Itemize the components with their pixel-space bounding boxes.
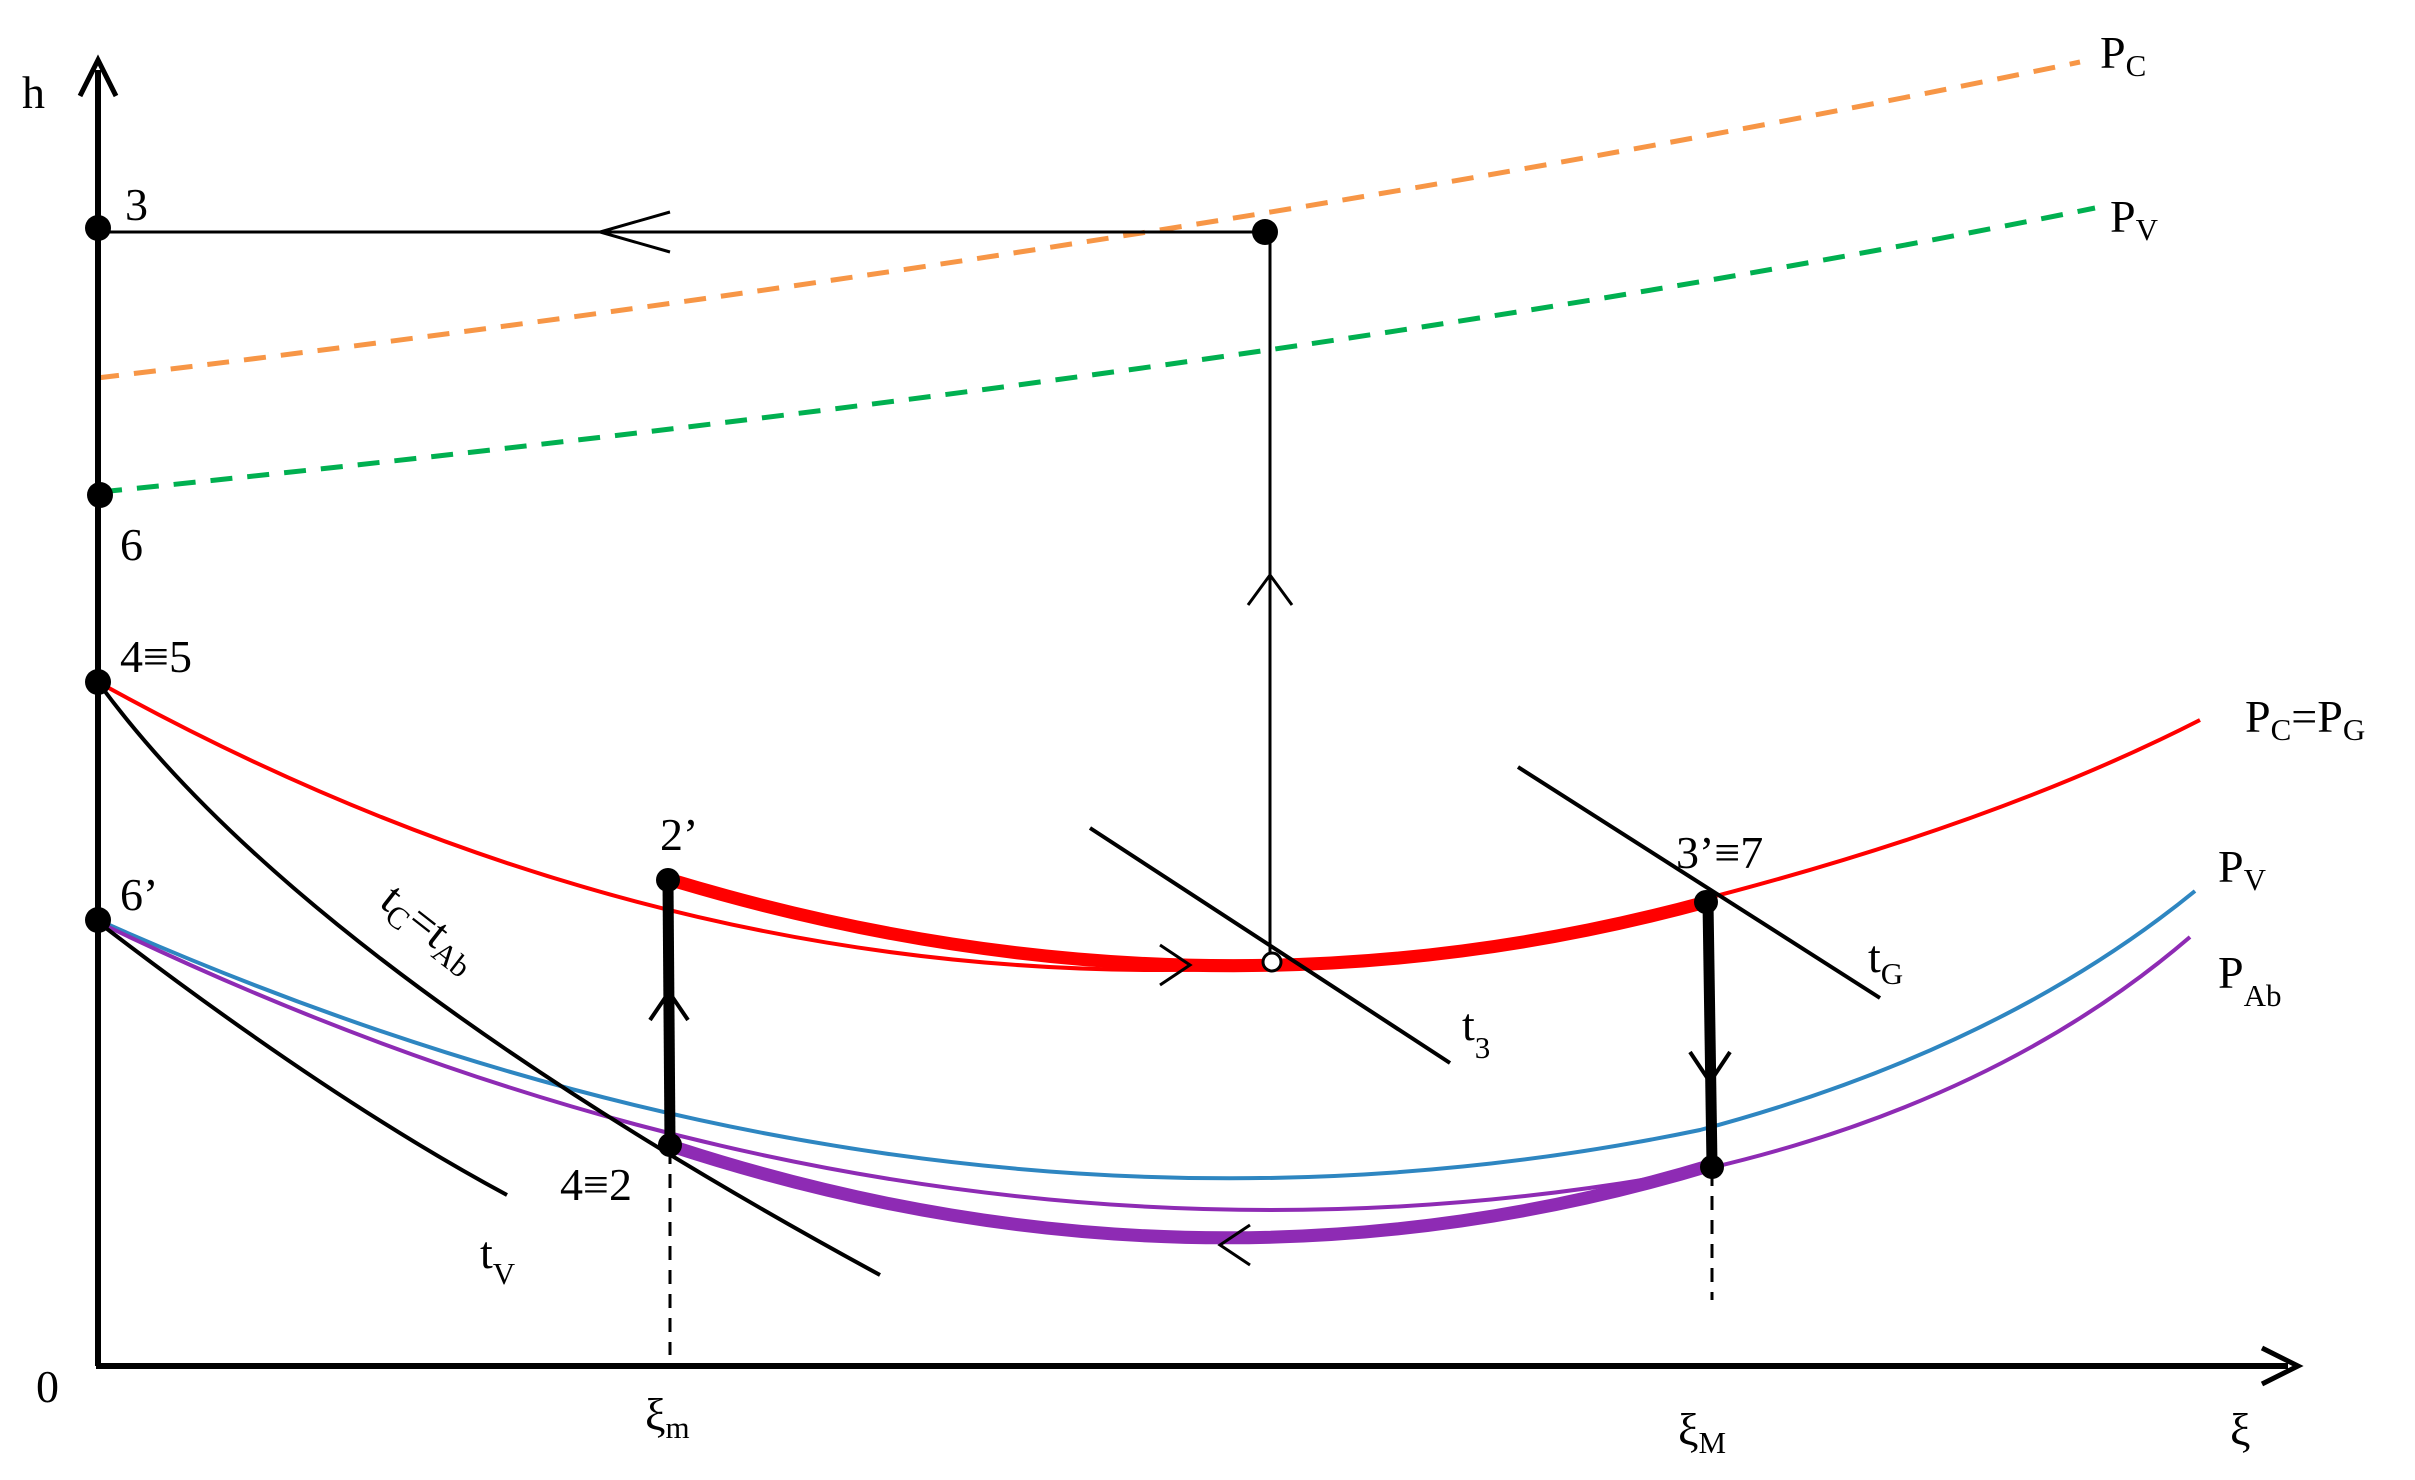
pv-label: PV [2218,841,2267,897]
pab-curve [97,920,2192,1212]
point-2p-dot [656,868,680,892]
point-t3-dot [1261,951,1283,973]
point-3p7-dot [1694,890,1718,914]
pv-dashed-label: PV [2110,191,2159,247]
arrow-left-head [594,210,671,254]
point-3-label: 3 [125,179,148,230]
pv-dashed-curve [99,205,2096,495]
y-axis-arrow [77,54,119,98]
point-42-dot [658,1133,682,1157]
pc-dashed-label: PC [2100,27,2146,83]
pab-label: PAb [2218,947,2281,1013]
thick-vertical-2 [662,881,676,1144]
thick-vertical-7 [1702,901,1718,1166]
xi-M-tick: ξM [1678,1404,1726,1460]
x-axis-label: ξ [2230,1404,2251,1455]
point-top-dot [1252,219,1278,245]
point-45-dot [85,669,111,695]
pab-thick-segment [665,1138,1714,1245]
point-45-label: 4≡5 [120,631,192,682]
tg-isotherm [1516,765,1882,1000]
arrow-right-red-head [1159,943,1193,987]
origin-label: 0 [36,1361,59,1412]
tv-label: tV [480,1227,516,1291]
xi-m-tick: ξm [645,1389,690,1445]
y-axis-label: h [22,67,45,118]
arrow-up-head [1246,572,1294,606]
arrow-left-purple-head [1217,1223,1251,1267]
point-6-dot [87,482,113,508]
t3-label: t3 [1462,999,1490,1065]
point-6-label: 6 [120,519,143,570]
point-3p7-label: 3’≡7 [1676,827,1763,878]
arrow-down-thick-head [1688,1050,1732,1086]
pv-curve [97,889,2197,1181]
tc-tab-isotherm [96,680,881,1277]
arrow-up-thick-head [648,988,690,1022]
point-3-dot [85,215,111,241]
tg-label: tG [1868,931,1903,991]
pc-pg-label: PC=PG [2245,691,2365,747]
point-2p-label: 2’ [660,809,698,860]
point-7-bottom-dot [1700,1155,1724,1179]
x-axis-arrow [2260,1345,2304,1387]
point-6p-label: 6’ [120,869,158,920]
point-42-label: 4≡2 [560,1159,632,1210]
pc-dashed-curve [96,59,2081,381]
tc-tab-label: tC=tAb [369,873,490,985]
point-6p-dot [85,907,111,933]
tv-isotherm [96,920,508,1197]
pc-pg-thick-segment [666,872,1708,973]
